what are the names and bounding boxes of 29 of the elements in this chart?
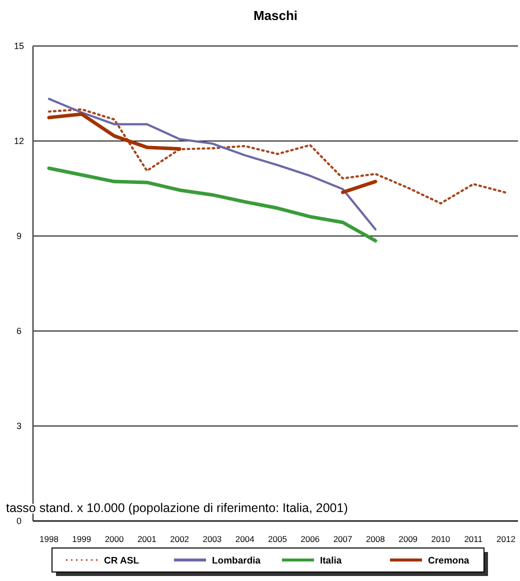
x-tick-label: 2003 bbox=[202, 534, 222, 544]
y-tick-label: 9 bbox=[16, 231, 22, 241]
x-tick-label: 2000 bbox=[104, 534, 124, 544]
y-tick-label: 3 bbox=[16, 421, 22, 431]
chart-title: Maschi bbox=[253, 8, 298, 23]
x-tick-label: 2002 bbox=[170, 534, 190, 544]
x-tick-label: 2001 bbox=[137, 534, 157, 544]
x-tick-label: 2010 bbox=[431, 534, 450, 544]
x-tick-label: 2011 bbox=[464, 534, 483, 544]
x-tick-label: 2004 bbox=[235, 534, 255, 544]
x-tick-label: 2009 bbox=[398, 534, 418, 544]
x-tick-label: 2008 bbox=[366, 534, 386, 544]
x-tick-label: 1999 bbox=[72, 534, 92, 544]
line-series bbox=[48, 98, 377, 230]
x-tick-label: 2012 bbox=[496, 534, 516, 544]
legend-label: CR ASL bbox=[104, 556, 140, 566]
legend-label: Italia bbox=[320, 556, 342, 566]
legend-label: Lombardia bbox=[212, 556, 262, 566]
x-tick-label: 2005 bbox=[268, 534, 288, 544]
line-series bbox=[48, 108, 508, 204]
x-tick-label: 2007 bbox=[333, 534, 353, 544]
legend-label: Cremona bbox=[428, 556, 470, 566]
y-tick-label: 12 bbox=[14, 136, 24, 146]
line-series bbox=[47, 166, 378, 242]
y-tick-label: 6 bbox=[16, 326, 22, 336]
y-tick-label: 15 bbox=[14, 41, 24, 51]
x-tick-label: 2006 bbox=[300, 534, 320, 544]
x-tick-label: 1998 bbox=[40, 534, 59, 544]
y-tick-label: 0 bbox=[16, 516, 22, 526]
